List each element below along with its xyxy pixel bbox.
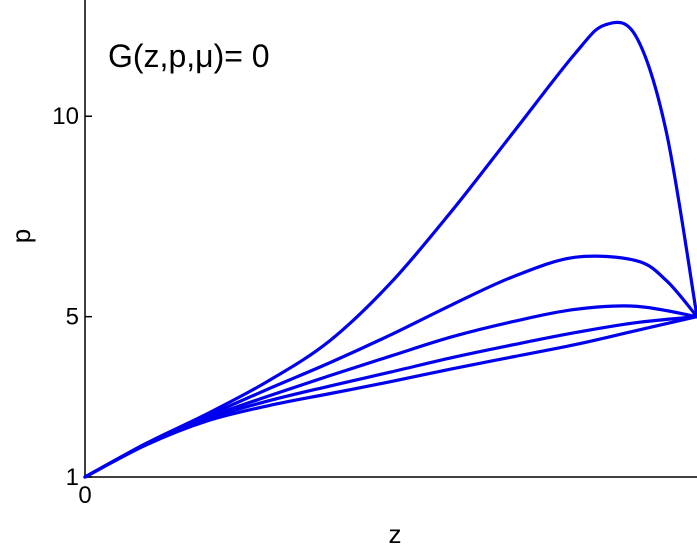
y-tick-label: 5	[66, 304, 79, 331]
chart-annotation: G(z,p,μ)= 0	[108, 38, 270, 74]
series-line-1	[83, 20, 697, 479]
series-line-4	[83, 315, 697, 479]
series-line-5	[83, 315, 697, 479]
y-tick-label: 1	[66, 464, 79, 491]
series-line-3	[83, 304, 697, 479]
series-line-2	[83, 254, 697, 479]
x-axis-title: z	[389, 519, 402, 549]
y-axis-title: p	[6, 229, 36, 243]
series-group	[83, 20, 697, 479]
x-tick-label: 0	[78, 482, 91, 509]
x-ticks: 0	[78, 482, 91, 509]
y-tick-label: 10	[52, 103, 79, 130]
